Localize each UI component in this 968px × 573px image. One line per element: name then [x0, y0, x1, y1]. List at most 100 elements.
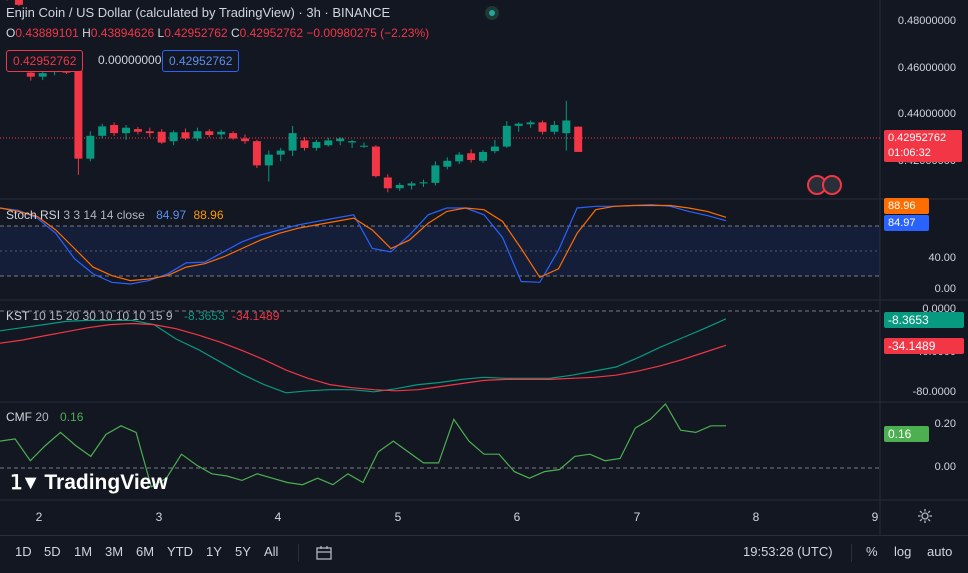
stoch-k-line: [0, 203, 727, 285]
time-tick: 7: [633, 510, 641, 524]
symbol-title[interactable]: Enjin Coin / US Dollar (calculated by Tr…: [6, 5, 391, 20]
stoch-k-badge: 84.97: [884, 215, 929, 231]
candle-body: [407, 183, 416, 186]
candle-body: [360, 145, 368, 147]
range-all-button[interactable]: All: [264, 544, 279, 559]
buy-button[interactable]: 0.42952762: [162, 50, 240, 72]
stoch-d-badge: 88.96: [884, 198, 929, 214]
tv-logo-text: TradingView: [44, 471, 168, 494]
candle-body: [538, 122, 547, 132]
kst-signal-line: [0, 322, 727, 392]
cmf-legend[interactable]: CMF 20 0.16: [6, 410, 83, 424]
high-key: H: [82, 26, 91, 40]
price-tick: 0.44000000: [897, 108, 956, 120]
stoch-rsi-k-value: 84.97: [156, 208, 187, 222]
candle-body: [193, 131, 202, 139]
high-value: 0.43894626: [90, 26, 155, 40]
kst-value: -8.3653: [183, 309, 225, 323]
status-dot-icon: [485, 6, 499, 20]
price-tick: 0.48000000: [897, 15, 956, 27]
range-1d-button[interactable]: 1D: [15, 544, 32, 559]
stoch-rsi-params: 3 3 14 14 close: [63, 208, 145, 222]
kst-lines: [0, 318, 727, 394]
candle-body: [122, 127, 130, 134]
stoch-rsi-d-value: 88.96: [193, 208, 224, 222]
candle-body: [288, 133, 297, 151]
candle-body: [419, 182, 428, 184]
range-5y-button[interactable]: 5Y: [235, 544, 251, 559]
kst-legend[interactable]: KST 10 15 20 30 10 10 10 15 9 -8.3653 -3…: [6, 309, 279, 323]
price-tick: 0.46000000: [897, 62, 956, 74]
candle-body: [395, 185, 404, 189]
range-6m-button[interactable]: 6M: [136, 544, 155, 559]
candle-body: [574, 126, 583, 152]
stoch-rsi-lines: [0, 203, 727, 285]
sell-button[interactable]: 0.42952762: [6, 50, 84, 72]
candle-body: [229, 133, 238, 139]
candle-body: [490, 146, 499, 152]
open-value: 0.43889101: [15, 26, 79, 40]
date-range-icon[interactable]: [315, 544, 333, 562]
cmf-badge: 0.16: [884, 426, 929, 442]
candle-body: [181, 132, 190, 139]
time-tick: 5: [394, 510, 402, 524]
candle-body: [371, 146, 380, 177]
candle-body: [276, 150, 285, 155]
candle-body: [74, 59, 83, 159]
cmf-value: 0.16: [60, 410, 84, 424]
cmf-series-line: [0, 403, 726, 488]
candle-body: [26, 72, 35, 77]
candle-body: [133, 129, 142, 132]
settings-gear-icon[interactable]: [917, 508, 933, 524]
candle-body: [38, 73, 47, 77]
cmf-name: CMF: [6, 410, 32, 424]
candle-body: [467, 153, 476, 161]
time-tick: 4: [274, 510, 282, 524]
auto-scale-toggle[interactable]: auto: [927, 544, 953, 559]
candle-body: [110, 125, 119, 134]
kst-params: 10 15 20 30 10 10 10 15 9: [32, 309, 173, 323]
stoch-rsi-legend[interactable]: Stoch RSI 3 3 14 14 close 84.97 88.96: [6, 208, 224, 222]
candle-body: [300, 140, 309, 148]
candle-body: [431, 165, 440, 183]
range-1y-button[interactable]: 1Y: [206, 544, 222, 559]
range-ytd-button[interactable]: YTD: [167, 544, 193, 559]
candle-body: [324, 140, 333, 146]
candle-body: [157, 131, 166, 143]
candle-body: [241, 138, 249, 142]
cmf-line: [0, 403, 726, 488]
candle-body: [205, 131, 214, 135]
range-1m-button[interactable]: 1M: [74, 544, 93, 559]
candle-body: [502, 125, 511, 147]
candle-body: [514, 123, 523, 126]
event-flag-icon[interactable]: [822, 175, 842, 195]
percent-scale-toggle[interactable]: %: [866, 544, 878, 559]
bar-countdown: 01:06:32: [888, 147, 931, 159]
range-5d-button[interactable]: 5D: [44, 544, 61, 559]
tradingview-logo[interactable]: 𝟣▼ TradingView: [10, 470, 168, 495]
divider: [851, 544, 852, 562]
current-price-badge[interactable]: 0.42952762 01:06:32: [884, 130, 962, 162]
utc-clock[interactable]: 19:53:28 (UTC): [743, 544, 833, 559]
candle-body: [348, 141, 357, 143]
low-value: 0.42952762: [164, 26, 228, 40]
candle-body: [217, 131, 226, 135]
candle-body: [336, 138, 345, 142]
candle-body: [86, 135, 95, 159]
range-3m-button[interactable]: 3M: [105, 544, 124, 559]
time-tick: 6: [513, 510, 521, 524]
candle-body: [443, 160, 452, 167]
time-tick: 8: [752, 510, 760, 524]
candle-body: [550, 125, 559, 132]
cmf-tick: 0.20: [934, 418, 956, 430]
divider: [298, 544, 299, 562]
bottom-toolbar: 1D 5D 1M 3M 6M YTD 1Y 5Y All 19:53:28 (U…: [0, 535, 968, 573]
spread-value: 0.00000000: [96, 52, 164, 68]
current-price-label: 0.42952762: [888, 132, 947, 144]
open-key: O: [6, 26, 16, 40]
kst-name: KST: [6, 309, 30, 323]
kst-signal-value: -34.1489: [232, 309, 280, 323]
candle-body: [455, 154, 464, 162]
log-scale-toggle[interactable]: log: [894, 544, 912, 559]
